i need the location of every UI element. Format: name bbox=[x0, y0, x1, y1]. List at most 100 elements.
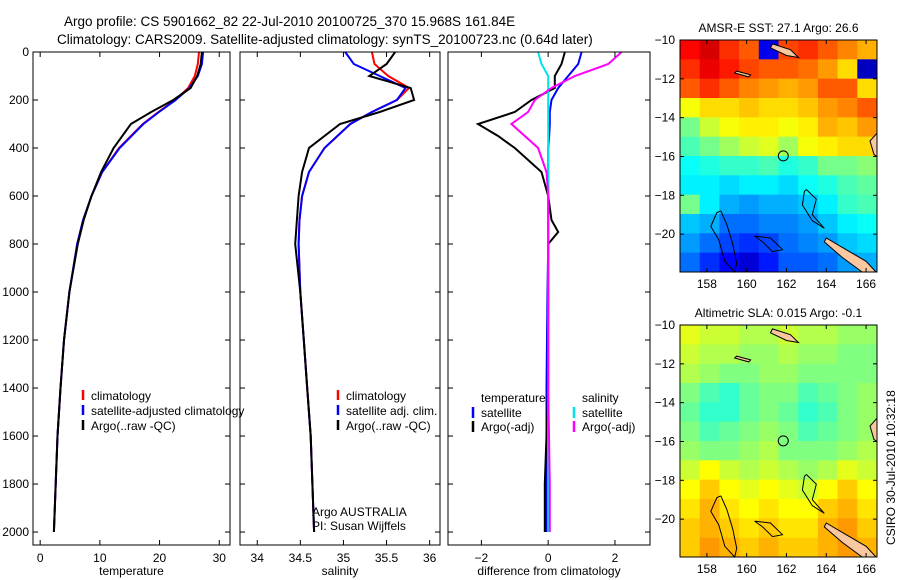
legend-label: Argo(..raw -QC) bbox=[346, 419, 431, 433]
y-tick-label: 200 bbox=[9, 93, 29, 107]
heatmap-cell bbox=[680, 441, 701, 461]
heatmap-cell bbox=[857, 117, 878, 138]
heatmap-cell bbox=[758, 499, 779, 519]
heatmap-cell bbox=[758, 344, 779, 365]
axes-frame bbox=[239, 51, 441, 546]
x-tick-label: 0 bbox=[37, 551, 44, 565]
y-tick-label: 800 bbox=[9, 237, 29, 251]
series-temperature-argo-adj- bbox=[475, 51, 566, 532]
heatmap-cell bbox=[758, 175, 779, 196]
argo-location-marker bbox=[777, 150, 789, 162]
heatmap-cell bbox=[817, 214, 839, 234]
y-tick-label: 2000 bbox=[2, 525, 29, 539]
heatmap-cell bbox=[837, 40, 858, 60]
heatmap-cell bbox=[758, 537, 779, 558]
heatmap-cell bbox=[798, 136, 819, 157]
heatmap-cell bbox=[778, 117, 799, 138]
heatmap-cell bbox=[758, 383, 779, 403]
y-tick-label: 1600 bbox=[2, 429, 29, 443]
heatmap-cell bbox=[699, 59, 720, 80]
heatmap-cell bbox=[778, 98, 799, 118]
series-climatology bbox=[297, 51, 411, 533]
heatmap-cell bbox=[798, 233, 819, 254]
x-tick-label: 160 bbox=[737, 277, 757, 291]
y-tick-label: −14 bbox=[655, 111, 676, 125]
heatmap-cell bbox=[778, 460, 799, 481]
heatmap-cell bbox=[680, 175, 701, 196]
heatmap-cell bbox=[719, 479, 740, 500]
heatmap-cell bbox=[739, 194, 760, 215]
heatmap-cell bbox=[719, 421, 740, 442]
heatmap-cell bbox=[758, 421, 779, 442]
heatmap-cell bbox=[857, 441, 878, 461]
heatmap-cell bbox=[837, 421, 858, 442]
heatmap-cell bbox=[778, 252, 799, 273]
x-tick-label: −2 bbox=[475, 551, 489, 565]
x-tick-label: 34 bbox=[251, 551, 265, 565]
heatmap-cell bbox=[699, 537, 720, 558]
heatmap-cell bbox=[837, 325, 858, 345]
heatmap-cell bbox=[680, 252, 701, 273]
y-tick-label: 0 bbox=[22, 45, 29, 59]
heatmap-cell bbox=[680, 383, 701, 403]
heatmap-cell bbox=[699, 383, 720, 403]
heatmap-cell bbox=[699, 78, 720, 99]
series-salinity-argo-adj- bbox=[509, 51, 623, 532]
axes-frame bbox=[447, 51, 651, 546]
heatmap-cell bbox=[699, 402, 720, 423]
argo-location-marker bbox=[777, 435, 789, 447]
heatmap-cell bbox=[817, 59, 839, 80]
heatmap-cell bbox=[817, 252, 839, 273]
heatmap-cell bbox=[699, 252, 720, 273]
bathymetry-contour bbox=[754, 235, 784, 253]
heatmap-cell bbox=[719, 156, 740, 176]
heatmap-cell bbox=[837, 98, 858, 118]
heatmap-cell bbox=[739, 252, 760, 273]
heatmap-cell bbox=[778, 421, 799, 442]
x-axis-label: temperature bbox=[99, 564, 164, 578]
heatmap-cell bbox=[719, 537, 740, 558]
heatmap-cell bbox=[778, 214, 799, 234]
heatmap-cell bbox=[758, 59, 779, 80]
x-tick-label: 164 bbox=[816, 277, 836, 291]
heatmap-cell bbox=[739, 233, 760, 254]
heatmap-cell bbox=[719, 441, 740, 461]
heatmap-cell bbox=[778, 499, 799, 519]
heatmap-cell bbox=[778, 233, 799, 254]
heatmap-cell bbox=[739, 325, 760, 345]
heatmap-cell bbox=[699, 363, 720, 384]
heatmap-cell bbox=[699, 499, 720, 519]
heatmap-cell bbox=[817, 40, 839, 60]
heatmap-cell bbox=[680, 344, 701, 365]
y-tick-label: −18 bbox=[655, 473, 676, 487]
bathymetry-contour bbox=[710, 210, 738, 274]
heatmap-cell bbox=[857, 40, 878, 60]
heatmap-cell bbox=[817, 325, 839, 345]
heatmap-cell bbox=[699, 344, 720, 365]
heatmap-cell bbox=[857, 233, 878, 254]
heatmap-cell bbox=[719, 40, 740, 60]
heatmap-cell bbox=[719, 117, 740, 138]
y-tick-label: 600 bbox=[9, 189, 29, 203]
heatmap-cell bbox=[857, 363, 878, 384]
heatmap-cell bbox=[857, 78, 878, 99]
heatmap-cell bbox=[837, 59, 858, 80]
x-tick-label: 30 bbox=[213, 551, 227, 565]
heatmap-cell bbox=[857, 175, 878, 196]
heatmap-cell bbox=[719, 194, 740, 215]
bathymetry-contour bbox=[754, 520, 784, 538]
legend-label: Argo(-adj) bbox=[481, 420, 534, 434]
heatmap-cell bbox=[798, 117, 819, 138]
legend-label: satellite-adjusted climatology bbox=[91, 404, 244, 418]
heatmap-cell bbox=[817, 460, 839, 481]
heatmap-cell bbox=[837, 344, 858, 365]
heatmap-cell bbox=[719, 98, 740, 118]
heatmap-cell bbox=[857, 325, 878, 345]
heatmap-cell bbox=[680, 136, 701, 157]
heatmap-cell bbox=[680, 59, 701, 80]
heatmap-cell bbox=[758, 136, 779, 157]
heatmap-cell bbox=[837, 156, 858, 176]
heatmap-cell bbox=[680, 499, 701, 519]
heatmap-cell bbox=[798, 537, 819, 558]
y-tick-label: −14 bbox=[655, 396, 676, 410]
